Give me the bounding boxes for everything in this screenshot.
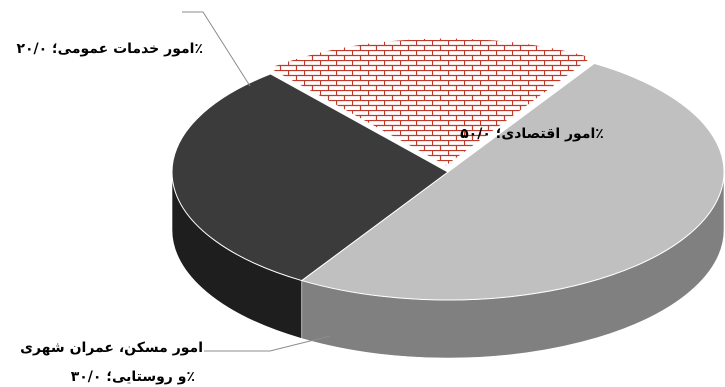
data-label-public-services: امور خدمات عمومی؛ ۲۰/۰٪ bbox=[16, 41, 203, 57]
data-label-housing: امور مسکن، عمران شهری bbox=[20, 340, 203, 356]
pie-top-faces bbox=[171, 37, 725, 301]
leader-line-public-services bbox=[182, 11, 251, 87]
pie-slice-economic bbox=[300, 62, 725, 301]
data-label-economic: امور اقتصادی؛ ۵۰/۰٪ bbox=[460, 126, 604, 142]
pie-slice-public-services bbox=[267, 37, 594, 167]
leader-lines bbox=[182, 11, 331, 352]
pie-slice-housing bbox=[171, 73, 449, 282]
leader-line-housing bbox=[204, 335, 331, 352]
data-label-housing-line2: و روستایی؛ ۳۰/۰٪ bbox=[71, 369, 195, 385]
